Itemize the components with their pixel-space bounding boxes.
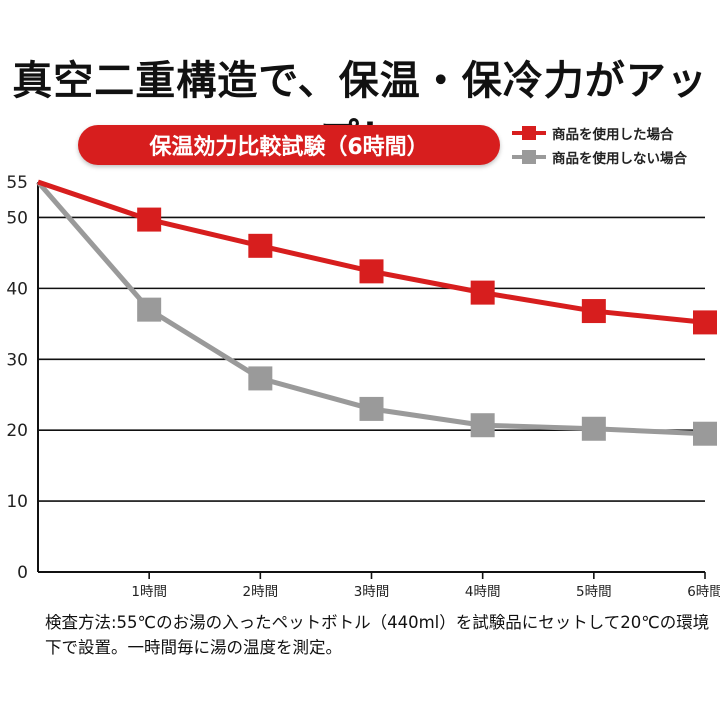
- legend-item-product: 商品を使用した場合: [512, 121, 687, 145]
- data-point-series-0: [248, 233, 273, 258]
- y-tick-label: 40: [6, 279, 28, 299]
- legend-swatch-product: [512, 126, 546, 140]
- y-tick-label: 55: [6, 173, 28, 193]
- legend-item-no-product: 商品を使用しない場合: [512, 145, 687, 169]
- legend-label-product: 商品を使用した場合: [552, 127, 674, 143]
- data-point-series-1: [359, 396, 384, 421]
- y-tick-label: 50: [6, 208, 28, 228]
- y-tick-label: 20: [6, 421, 28, 441]
- x-tick-label: 1時間: [131, 584, 167, 600]
- data-point-series-1: [470, 413, 495, 438]
- chart-title: 保温効力比較試験（6時間）: [78, 125, 500, 165]
- x-tick-label: 5時間: [576, 584, 612, 600]
- data-point-series-0: [693, 310, 717, 335]
- x-tick-label: 4時間: [465, 584, 501, 600]
- x-tick-label: 3時間: [354, 584, 390, 600]
- data-point-series-1: [137, 297, 162, 322]
- data-point-series-1: [248, 366, 273, 391]
- data-point-series-0: [137, 207, 162, 232]
- y-tick-label: 10: [6, 492, 28, 512]
- data-point-series-1: [581, 416, 606, 441]
- data-point-series-0: [470, 280, 495, 305]
- data-point-series-0: [581, 299, 606, 324]
- y-tick-label: 0: [17, 563, 28, 583]
- x-tick-label: 2時間: [243, 584, 279, 600]
- chart-legend: 商品を使用した場合 商品を使用しない場合: [512, 121, 687, 169]
- data-point-series-1: [693, 421, 717, 446]
- y-tick-label: 30: [6, 350, 28, 370]
- x-tick-label: 6時間: [687, 584, 720, 600]
- legend-swatch-no-product: [512, 150, 546, 164]
- data-point-series-0: [359, 259, 384, 284]
- test-method-note: 検査方法:55℃のお湯の入ったペットボトル（440ml）を試験品にセットして20…: [45, 613, 710, 657]
- legend-label-no-product: 商品を使用しない場合: [552, 151, 687, 167]
